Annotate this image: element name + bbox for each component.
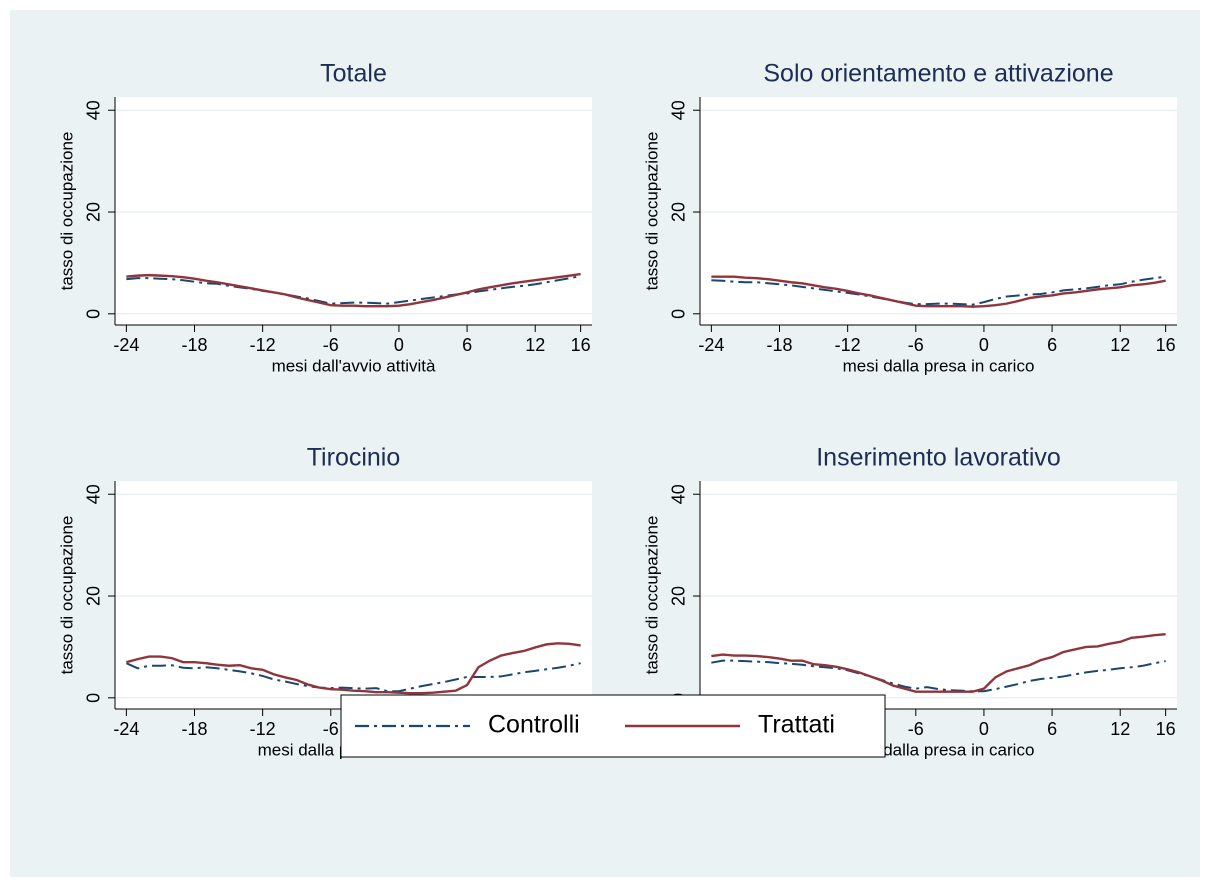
x-tick-label: 16: [1156, 719, 1176, 739]
legend-box: [340, 694, 886, 758]
x-tick-label: -6: [908, 335, 924, 355]
line-series: [711, 659, 1166, 693]
x-tick-label: -6: [323, 335, 339, 355]
line-series: [126, 272, 581, 308]
y-tick-label: 20: [84, 586, 104, 606]
y-tick-label: 40: [669, 484, 689, 504]
plot-area: [115, 97, 592, 325]
x-tick-label: -24: [698, 335, 724, 355]
x-tick-label: -6: [908, 719, 924, 739]
y-tick-label: 20: [84, 202, 104, 222]
line-series: [711, 632, 1166, 693]
y-tick-label: 0: [669, 309, 689, 319]
x-tick-label: 16: [571, 335, 591, 355]
legend-label: Controlli: [488, 711, 580, 739]
x-tick-label: -12: [250, 335, 276, 355]
x-tick-label: -18: [766, 335, 792, 355]
x-tick-label: 0: [979, 335, 989, 355]
plot-area: [115, 481, 592, 709]
x-tick-label: 6: [1047, 335, 1057, 355]
legend-label: Trattati: [758, 711, 835, 739]
chart-title: Inserimento lavorativo: [816, 444, 1061, 472]
x-tick-label: 12: [525, 335, 545, 355]
y-axis-title: tasso di occupazione: [642, 132, 661, 291]
line-series: [125, 662, 581, 693]
chart-title: Totale: [320, 60, 387, 88]
y-tick-label: 40: [84, 484, 104, 504]
x-axis-title: mesi dalla presa in carico: [843, 740, 1035, 759]
y-tick-label: 20: [669, 202, 689, 222]
x-axis-title: mesi dall'avvio attività: [272, 356, 436, 375]
line-series: [126, 275, 581, 305]
x-tick-label: 12: [1110, 719, 1130, 739]
y-axis-title: tasso di occupazione: [57, 516, 76, 675]
y-tick-label: 0: [84, 693, 104, 703]
x-tick-label: 0: [979, 719, 989, 739]
x-tick-label: 6: [1047, 719, 1057, 739]
y-tick-label: 40: [669, 100, 689, 120]
x-axis-title: mesi dalla presa in carico: [843, 356, 1035, 375]
x-tick-label: -18: [181, 335, 207, 355]
x-tick-label: -12: [250, 719, 276, 739]
line-series: [126, 642, 581, 695]
plot-area: [700, 97, 1177, 325]
y-tick-label: 40: [84, 100, 104, 120]
x-tick-label: 0: [394, 335, 404, 355]
x-tick-label: 16: [1156, 335, 1176, 355]
line-series: [711, 275, 1166, 308]
x-tick-label: -6: [323, 719, 339, 739]
y-tick-label: 0: [84, 309, 104, 319]
y-axis-title: tasso di occupazione: [642, 516, 661, 675]
line-series: [711, 275, 1166, 306]
y-axis-title: tasso di occupazione: [57, 132, 76, 291]
chart-title: Tirocinio: [307, 444, 401, 472]
y-tick-label: 20: [669, 586, 689, 606]
x-tick-label: 6: [462, 335, 472, 355]
x-tick-label: -24: [113, 335, 139, 355]
x-tick-label: -24: [113, 719, 139, 739]
x-tick-label: 12: [1110, 335, 1130, 355]
x-tick-label: -12: [835, 335, 861, 355]
chart-title: Solo orientamento e attivazione: [763, 60, 1113, 88]
x-tick-label: -18: [181, 719, 207, 739]
plot-area: [700, 481, 1177, 709]
